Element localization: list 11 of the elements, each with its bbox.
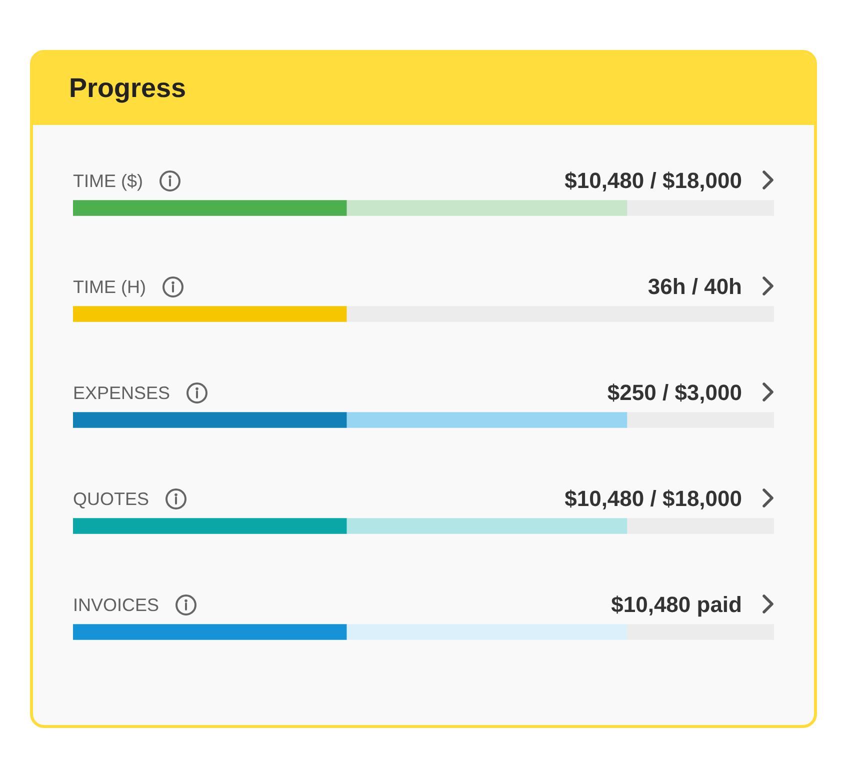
y-tick-label: QUOTES (73, 489, 150, 509)
annotation: $10,480 / $18,000 (564, 168, 742, 193)
annotation: $10,480 / $18,000 (564, 486, 742, 511)
y-tick-label: EXPENSES (73, 383, 170, 403)
y-tick-label: INVOICES (73, 595, 160, 615)
annotation: $10,480 paid (611, 592, 742, 617)
chart-title: Progress (69, 73, 186, 104)
annotation: $250 / $3,000 (607, 380, 742, 405)
y-tick-label: TIME ($) (73, 171, 143, 191)
y-tick-label: TIME (H) (73, 277, 146, 297)
annotation: 36h / 40h (648, 274, 742, 299)
